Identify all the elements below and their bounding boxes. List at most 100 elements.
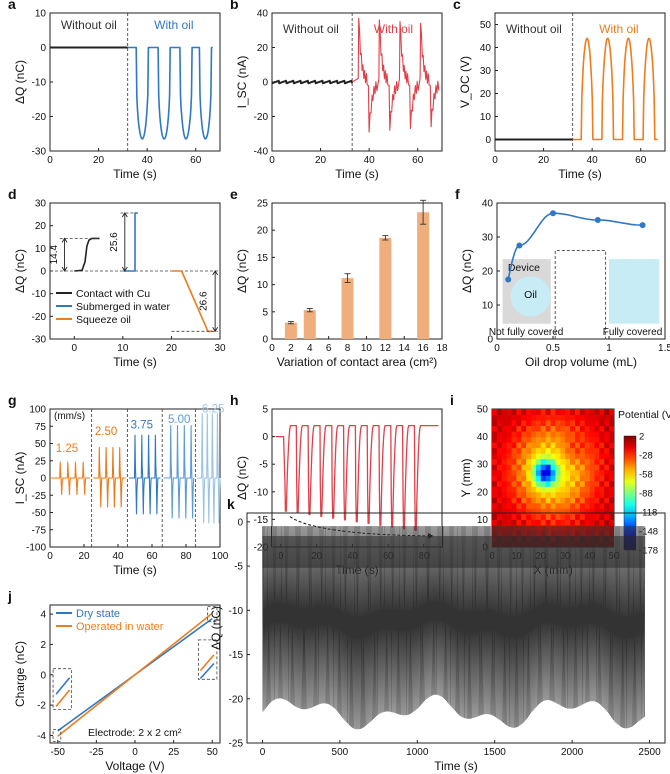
y-tick-label: -2 [37, 701, 46, 712]
y-tick-label: 30 [482, 233, 494, 244]
y-tick-label: 50 [477, 405, 489, 416]
heatmap-cell [584, 513, 591, 520]
heatmap-cell [560, 475, 566, 482]
heatmap-cell [565, 442, 571, 449]
heatmap-cell [594, 447, 600, 454]
heatmap-cell [570, 420, 576, 427]
heatmap-cell [516, 513, 522, 520]
heatmap-cell [574, 491, 581, 498]
heatmap-cell [506, 486, 513, 493]
panel-i: 0102030405001020304050X (mm)Y (mm)i2-28-… [450, 392, 670, 577]
y-tick-label: -10 [254, 487, 269, 498]
heatmap-cell [570, 436, 576, 443]
panel-g: 0 20 40 60 80 100 -100 -75 -50 -25 0 25 50 75 100 Time … [8, 392, 229, 577]
heatmap-cell [560, 431, 566, 438]
heatmap-cell [560, 469, 566, 476]
heatmap-cell [560, 425, 566, 432]
heatmap-cell [565, 414, 571, 421]
heatmap-cell [574, 442, 581, 449]
heatmap-cell [589, 480, 595, 487]
heatmap-cell [531, 453, 537, 460]
heatmap-cell [555, 414, 561, 421]
heatmap-cell [526, 497, 532, 504]
heatmap-cell [501, 530, 508, 537]
heatmap-cell [565, 458, 571, 465]
heatmap-cell [609, 447, 614, 454]
heatmap-cell [540, 458, 547, 465]
heatmap-cell [545, 475, 552, 482]
heatmap-cell [540, 414, 547, 421]
heatmap-cell [511, 458, 517, 465]
x-tick-label: 0 [269, 343, 275, 354]
panel-letter: i [450, 392, 454, 408]
heatmap-cell [565, 420, 571, 427]
heatmap-cell [496, 453, 503, 460]
heatmap-cell [506, 508, 513, 515]
heatmap-cell [555, 508, 561, 515]
heatmap-cell [555, 420, 561, 427]
x-tick-label: 60 [635, 155, 647, 166]
heatmap-cell [501, 513, 508, 520]
y-tick-label: 100 [29, 405, 46, 416]
heatmap-cell [550, 519, 556, 526]
heatmap-cell [492, 480, 498, 487]
heatmap-cell [492, 508, 498, 515]
inset-label: Oil [524, 289, 537, 301]
heatmap-cell [584, 486, 591, 493]
heatmap-cell [545, 425, 552, 432]
heatmap-cell [540, 486, 547, 493]
series-line-with-oil [572, 37, 658, 141]
heatmap-cell [594, 508, 600, 515]
region-label-with-oil: With oil [154, 18, 193, 32]
series-line-3.75 [129, 434, 161, 515]
y-tick-label: 10 [482, 301, 494, 312]
heatmap-cell [535, 508, 542, 515]
heatmap-cell [501, 508, 508, 515]
heatmap-cell [584, 475, 591, 482]
x-tick-label: 1000 [406, 747, 429, 758]
heatmap-cell [574, 447, 581, 454]
inset-label: Not fully covered [489, 327, 563, 338]
heatmap-cell [496, 486, 503, 493]
y-tick-label: 0 [262, 78, 268, 89]
heatmap-cell [496, 420, 503, 427]
heatmap-cell [550, 431, 556, 438]
heatmap-cell [594, 469, 600, 476]
heatmap-cell [511, 475, 517, 482]
heatmap-cell [511, 425, 517, 432]
heatmap-cell [492, 409, 498, 416]
heatmap-cell [570, 491, 576, 498]
heatmap-cell [599, 409, 605, 416]
heatmap-cell [584, 524, 591, 531]
x-axis-label: Time (s) [434, 759, 478, 773]
heatmap-cell [599, 491, 605, 498]
heatmap-cell [511, 436, 517, 443]
heatmap-cell [521, 513, 527, 520]
heatmap-cell [496, 508, 503, 515]
panel-letter: f [455, 186, 460, 202]
heatmap-cell [555, 469, 561, 476]
inset-zoom-box [52, 668, 73, 711]
heatmap-cell [609, 524, 614, 531]
heatmap-cell [584, 502, 591, 509]
heatmap-cell [560, 442, 566, 449]
heatmap-cell [579, 475, 586, 482]
x-tick-label: 0.5 [546, 343, 560, 354]
heatmap-cell [555, 524, 561, 531]
y-tick-label: -10 [32, 78, 47, 89]
heatmap-cell [531, 414, 537, 421]
inset-fully-covered [609, 259, 660, 324]
heatmap-cell [579, 458, 586, 465]
heatmap-cell [501, 519, 508, 526]
heatmap-cell [521, 442, 527, 449]
x-axis-label: Time (s) [113, 563, 157, 577]
x-axis-label: Voltage (V) [105, 759, 164, 773]
x-tick-label: 40 [142, 155, 154, 166]
heatmap-cell [584, 431, 591, 438]
annotation-arrowhead [121, 212, 128, 272]
panel-letter: b [230, 0, 239, 12]
heatmap-cell [594, 486, 600, 493]
heatmap-cell [565, 464, 571, 471]
heatmap-cell [496, 519, 503, 526]
heatmap-cell [535, 425, 542, 432]
